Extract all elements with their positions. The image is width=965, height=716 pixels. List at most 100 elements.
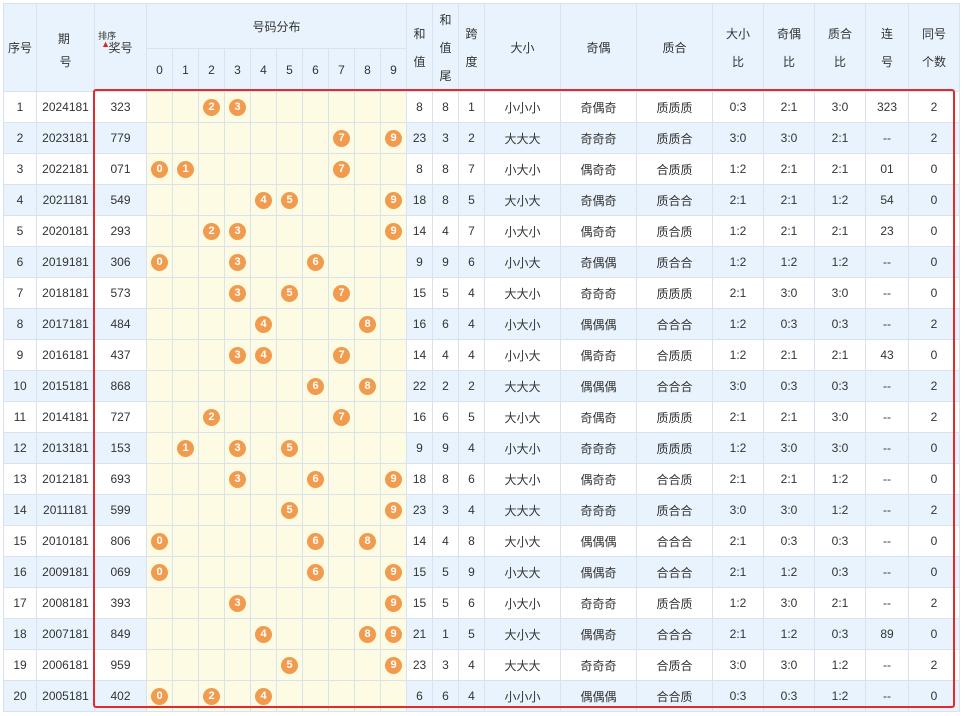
- cell-digit-3: [224, 308, 251, 340]
- cell-period: 2019181: [36, 246, 95, 278]
- cell-period: 2023181: [36, 122, 95, 154]
- cell-span: 4: [458, 432, 485, 464]
- cell-span: 8: [458, 525, 485, 557]
- cell-oe-ratio: 1:2: [763, 556, 815, 588]
- cell-oe-ratio: 3:0: [763, 649, 815, 681]
- cell-same-count: 0: [908, 463, 960, 495]
- cell-sum: 21: [406, 618, 433, 650]
- table-row: 10 2015181 868 6 8 22 2 2 大大大 偶偶偶 合合合 3:0 0:3 0:3 -- 2: [3, 370, 960, 402]
- cell-prime-comp: 质合质: [636, 587, 713, 619]
- cell-digit-2: [198, 463, 225, 495]
- cell-digit-9: [380, 153, 407, 185]
- cell-digit-6: 6: [302, 246, 329, 278]
- number-ball: 9: [385, 625, 402, 643]
- cell-oe-ratio: 1:2: [763, 246, 815, 278]
- cell-digit-9: [380, 370, 407, 402]
- cell-span: 4: [458, 308, 485, 340]
- cell-span: 4: [458, 277, 485, 309]
- digit-header-5: 5: [276, 48, 303, 92]
- cell-odd-even: 奇奇奇: [560, 494, 637, 526]
- cell-pc-ratio: 1:2: [814, 246, 866, 278]
- cell-digit-2: [198, 618, 225, 650]
- cell-sum-tail: 6: [432, 308, 459, 340]
- cell-digit-2: [198, 649, 225, 681]
- cell-digit-9: [380, 91, 407, 123]
- cell-digit-1: [172, 246, 199, 278]
- cell-consecutive: 323: [865, 91, 909, 123]
- sort-arrow-icon: ▲: [101, 39, 111, 49]
- cell-digit-3: [224, 370, 251, 402]
- number-ball: 0: [151, 532, 168, 550]
- cell-odd-even: 偶奇奇: [560, 339, 637, 371]
- cell-digit-9: [380, 680, 407, 712]
- cell-period: 2015181: [36, 370, 95, 402]
- cell-digit-1: [172, 91, 199, 123]
- cell-digit-4: [250, 401, 277, 433]
- cell-prize: 959: [94, 649, 147, 681]
- cell-sum: 9: [406, 246, 433, 278]
- cell-digit-5: 5: [276, 494, 303, 526]
- cell-size-ratio: 3:0: [712, 649, 764, 681]
- cell-digit-6: [302, 401, 329, 433]
- cell-digit-3: 3: [224, 339, 251, 371]
- cell-same-count: 0: [908, 277, 960, 309]
- cell-digit-0: [146, 339, 173, 371]
- table-row: 12 2013181 153 1 3 5 9 9 4 小大小 奇奇奇 质质质 1:2 3:0 3:0 -- 0: [3, 432, 960, 464]
- cell-digit-7: [328, 649, 355, 681]
- cell-same-count: 2: [908, 494, 960, 526]
- cell-period: 2014181: [36, 401, 95, 433]
- cell-pc-ratio: 1:2: [814, 463, 866, 495]
- cell-digit-4: [250, 463, 277, 495]
- cell-period: 2016181: [36, 339, 95, 371]
- number-ball: 6: [307, 470, 324, 488]
- cell-oe-ratio: 2:1: [763, 339, 815, 371]
- cell-digit-6: 6: [302, 556, 329, 588]
- cell-digit-2: [198, 122, 225, 154]
- cell-prize: 599: [94, 494, 147, 526]
- cell-sum: 22: [406, 370, 433, 402]
- cell-digit-2: [198, 184, 225, 216]
- col-period[interactable]: 期 排序 ▲ 号: [36, 3, 116, 92]
- cell-digit-5: [276, 122, 303, 154]
- cell-span: 4: [458, 680, 485, 712]
- cell-pc-ratio: 2:1: [814, 215, 866, 247]
- cell-seq: 1: [3, 91, 37, 123]
- cell-sum-tail: 5: [432, 556, 459, 588]
- cell-prize: 402: [94, 680, 147, 712]
- cell-sum-tail: 8: [432, 463, 459, 495]
- cell-digit-5: [276, 556, 303, 588]
- number-ball: 9: [385, 129, 402, 147]
- cell-digit-8: [354, 246, 381, 278]
- cell-consecutive: 01: [865, 153, 909, 185]
- cell-digit-1: [172, 494, 199, 526]
- cell-digit-9: 9: [380, 463, 407, 495]
- cell-prime-comp: 质合质: [636, 215, 713, 247]
- cell-oe-ratio: 0:3: [763, 680, 815, 712]
- cell-digit-4: [250, 370, 277, 402]
- cell-sum: 6: [406, 680, 433, 712]
- cell-prime-comp: 质质质: [636, 432, 713, 464]
- cell-digit-6: [302, 432, 329, 464]
- number-ball: 3: [229, 284, 246, 302]
- cell-oe-ratio: 1:2: [763, 618, 815, 650]
- cell-digit-2: [198, 370, 225, 402]
- number-ball: 5: [281, 191, 298, 209]
- cell-oe-ratio: 0:3: [763, 308, 815, 340]
- cell-digit-0: [146, 215, 173, 247]
- cell-prime-comp: 质质合: [636, 122, 713, 154]
- cell-span: 2: [458, 122, 485, 154]
- cell-oe-ratio: 2:1: [763, 91, 815, 123]
- number-ball: 0: [151, 253, 168, 271]
- cell-seq: 18: [3, 618, 37, 650]
- cell-consecutive: 54: [865, 184, 909, 216]
- cell-digit-2: 2: [198, 91, 225, 123]
- cell-size: 小小大: [484, 339, 561, 371]
- cell-prize: 437: [94, 339, 147, 371]
- cell-digit-0: [146, 618, 173, 650]
- cell-size: 大大大: [484, 649, 561, 681]
- cell-oe-ratio: 0:3: [763, 370, 815, 402]
- number-ball: 1: [177, 439, 194, 457]
- cell-digit-7: 7: [328, 277, 355, 309]
- cell-size: 大大大: [484, 122, 561, 154]
- cell-sum-tail: 6: [432, 401, 459, 433]
